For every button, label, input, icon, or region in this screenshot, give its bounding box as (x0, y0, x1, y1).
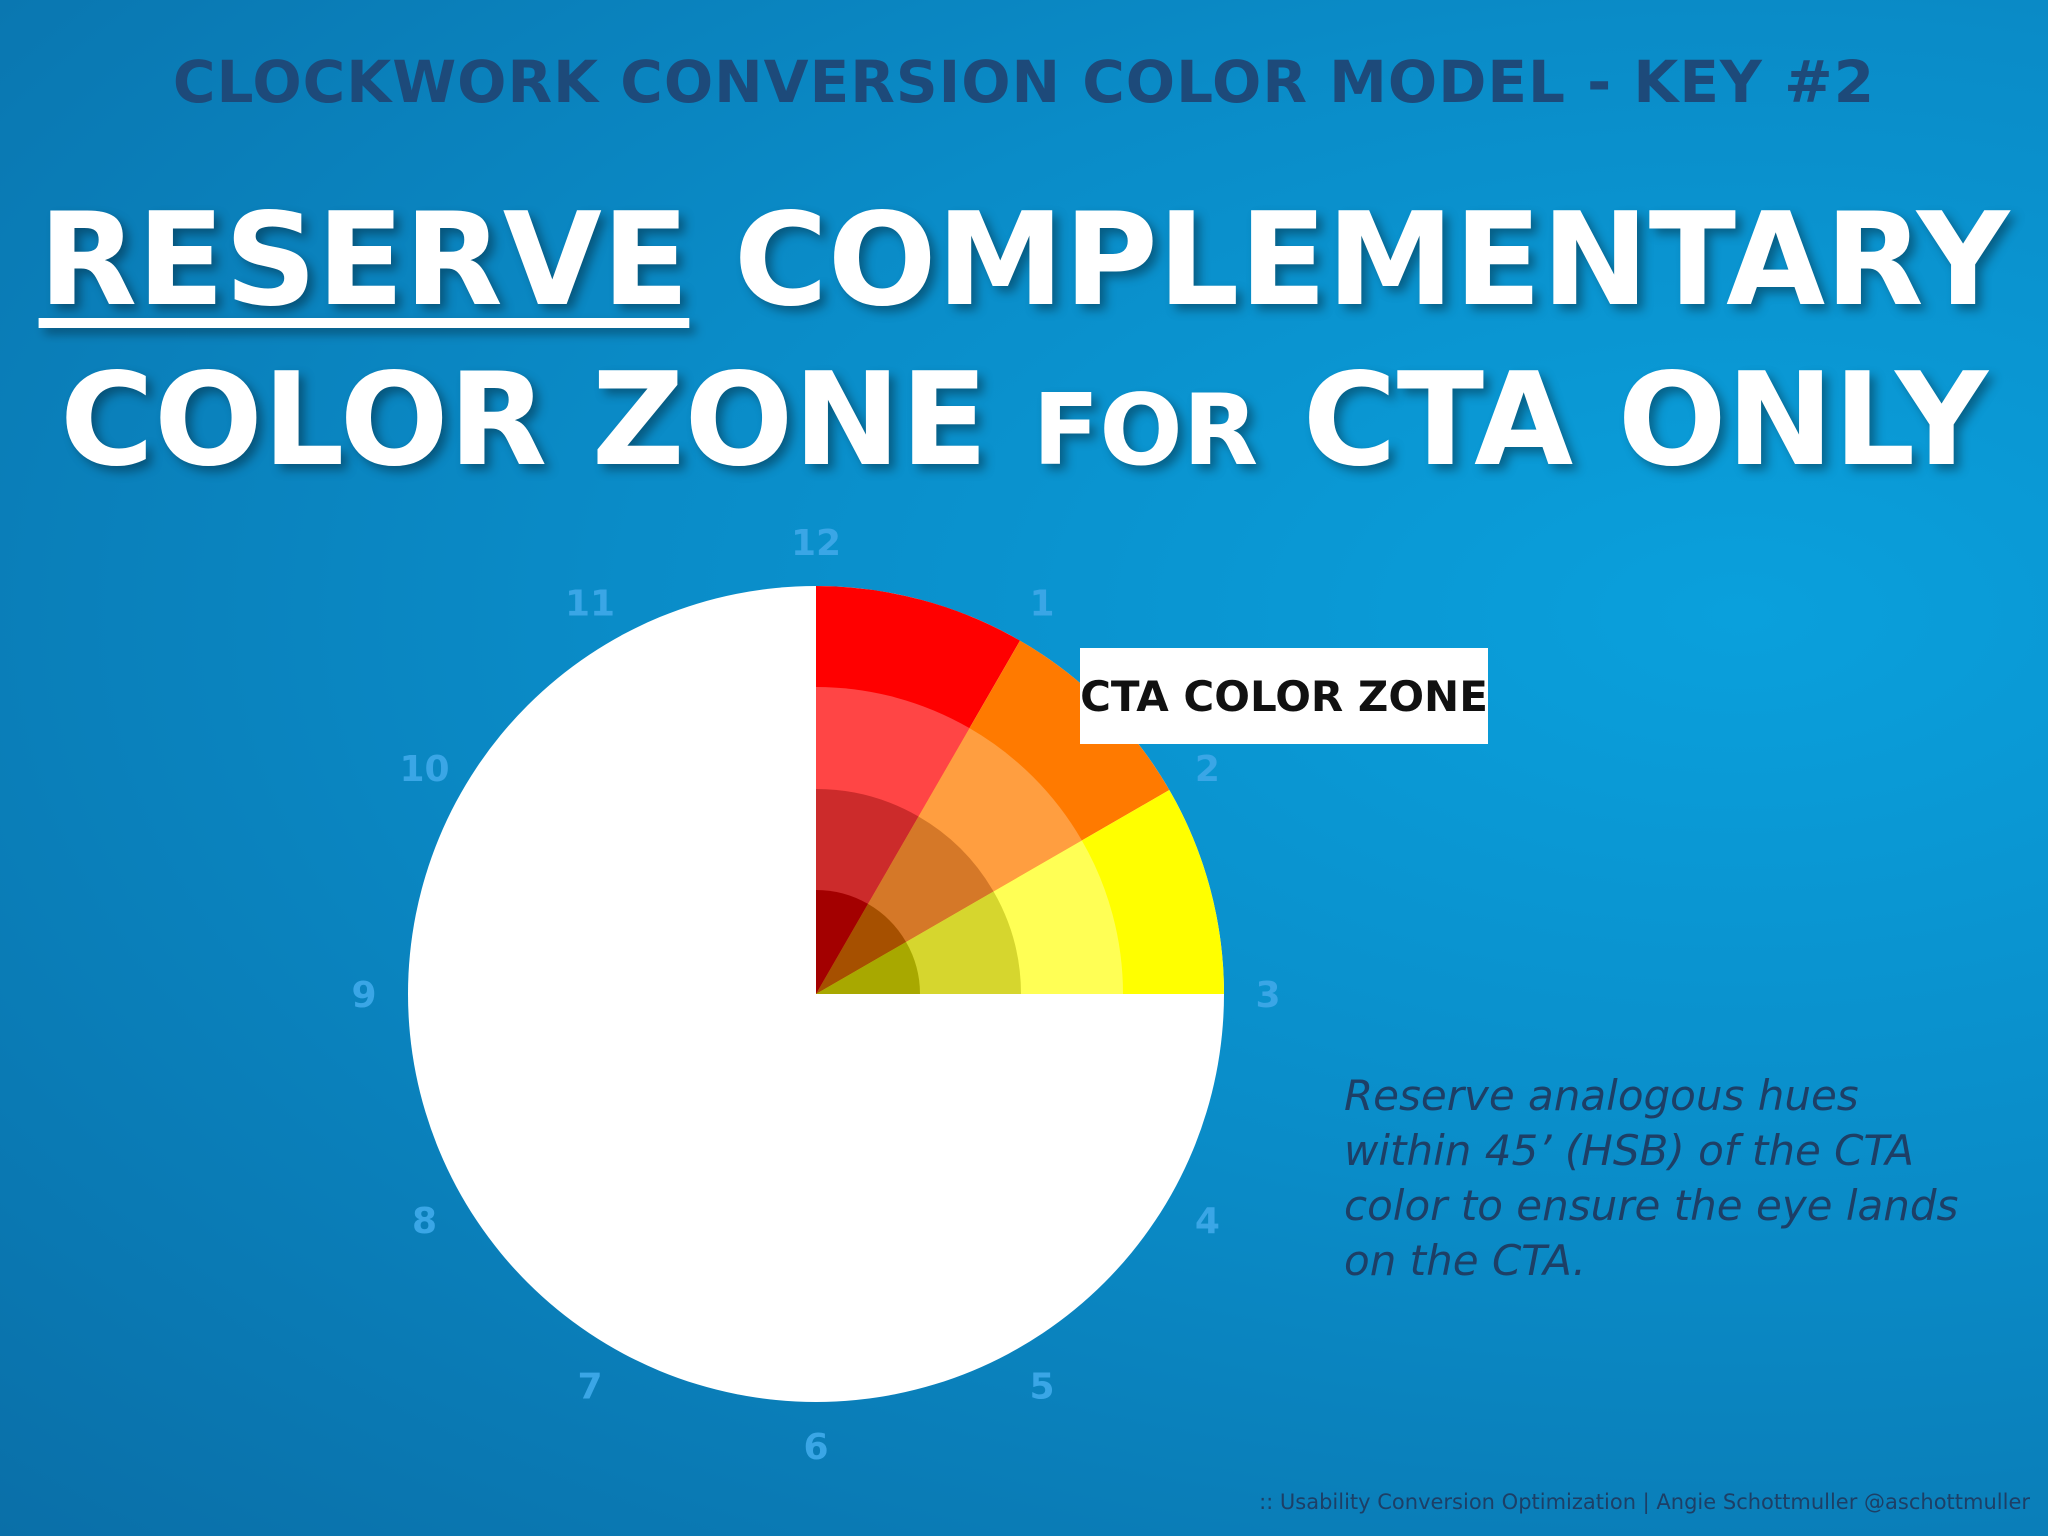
cta-zone-label: CTA COLOR ZONE (1080, 648, 1488, 744)
headline-line-1: RESERVE COMPLEMENTARY (0, 186, 2048, 335)
explanation-note: Reserve analogous hues within 45’ (HSB) … (1344, 1071, 1959, 1285)
clock-number-1: 1 (1029, 584, 1054, 625)
headline-complementary: COMPLEMENTARY (733, 186, 2010, 335)
clock-number-8: 8 (412, 1201, 437, 1242)
clock-number-11: 11 (565, 584, 615, 625)
headline-for: FOR (1032, 374, 1259, 488)
headline-line-2: COLOR ZONE FOR CTA ONLY (0, 346, 2048, 495)
clock-number-4: 4 (1195, 1201, 1220, 1242)
clock-number-10: 10 (400, 749, 450, 790)
sector-red-band-4 (816, 890, 868, 994)
slide-subtitle: CLOCKWORK CONVERSION COLOR MODEL - KEY #… (172, 48, 1876, 116)
clock-number-12: 12 (791, 523, 841, 564)
clock-number-3: 3 (1255, 975, 1280, 1016)
clock-number-2: 2 (1195, 749, 1220, 790)
clock-number-7: 7 (577, 1366, 602, 1407)
clock-number-6: 6 (803, 1427, 828, 1468)
sector-orange-band-4 (816, 903, 907, 994)
clock-number-5: 5 (1029, 1366, 1054, 1407)
headline-color-zone: COLOR ZONE (60, 346, 988, 495)
slide-footer: :: Usability Conversion Optimization | A… (1259, 1490, 2030, 1514)
clock-number-9: 9 (351, 975, 376, 1016)
headline-reserve: RESERVE (38, 186, 690, 335)
sector-yellow-band-4 (816, 942, 920, 994)
headline-cta-only: CTA ONLY (1302, 346, 1988, 495)
